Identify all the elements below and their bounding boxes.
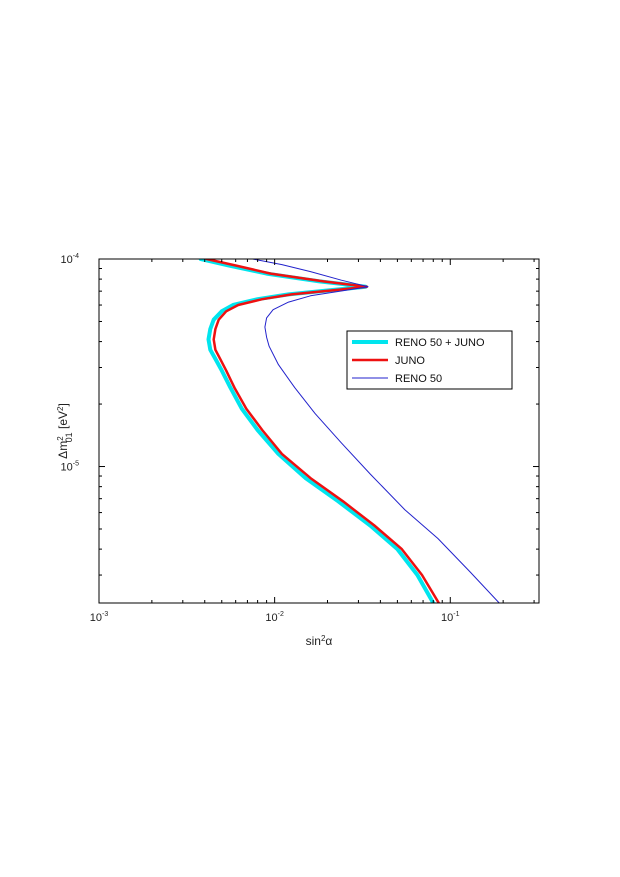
legend: RENO 50 + JUNO JUNO RENO 50 [346,330,513,390]
series-layer [198,259,500,603]
x-axis-label: sin2α [306,634,333,649]
plot-area [99,259,539,603]
tick-labels: 10-3 10-2 10-1 10-5 10-4 [61,253,460,624]
legend-label-1: JUNO [395,355,425,367]
legend-label-2: RENO 50 [395,373,442,385]
ticks-layer [98,258,539,603]
plot-frame [98,258,540,604]
x-tick-label-0: 10-3 [90,611,109,624]
y-axis-label: Δm201 [eV2] [56,403,75,459]
y-tick-label-0: 10-5 [61,461,80,474]
x-tick-label-2: 10-1 [441,611,460,624]
series-line-2 [252,259,500,603]
legend-label-0: RENO 50 + JUNO [395,337,485,349]
series-line-1 [205,259,441,603]
x-tick-label-1: 10-2 [265,611,284,624]
y-tick-label-1: 10-4 [61,253,80,266]
